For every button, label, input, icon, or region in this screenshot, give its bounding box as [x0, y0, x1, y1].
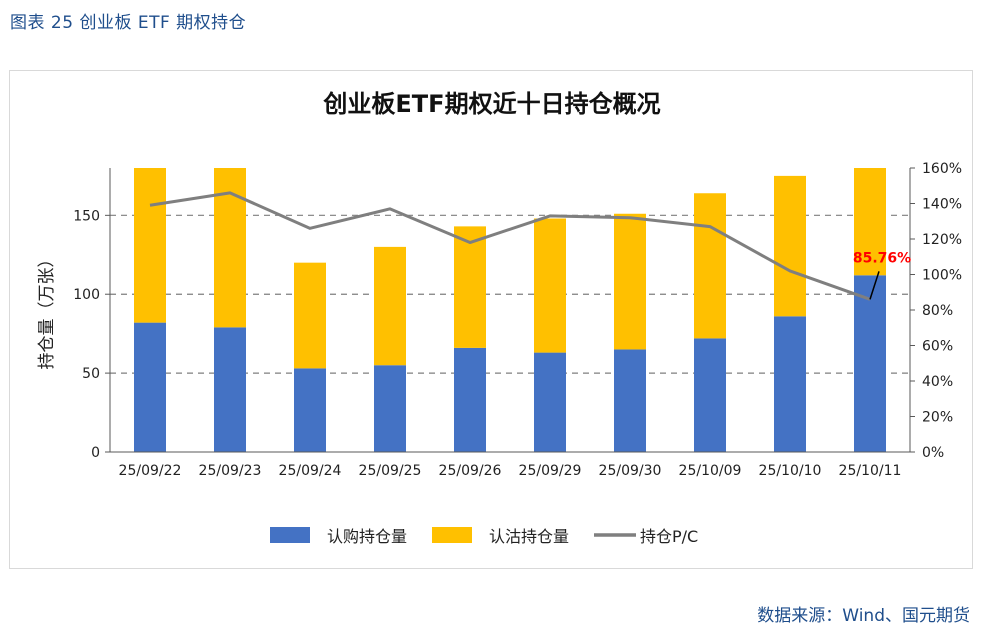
y2-tick-label: 60% — [922, 339, 953, 355]
bar-put — [454, 226, 486, 348]
bar-put — [374, 246, 406, 366]
bar-call — [454, 347, 486, 452]
bar-call — [774, 316, 806, 452]
legend-swatch-put — [432, 527, 472, 543]
bar-call — [374, 365, 406, 452]
x-tick-label: 25/09/24 — [279, 463, 342, 479]
legend-label-pc: 持仓P/C — [640, 527, 698, 546]
x-tick-label: 25/09/25 — [359, 463, 422, 479]
y2-tick-label: 160% — [922, 161, 962, 177]
bar-put — [614, 213, 646, 350]
legend-label-call: 认购持仓量 — [327, 527, 407, 546]
x-tick-label: 25/10/09 — [679, 463, 742, 479]
annotation-label: 85.76% — [853, 250, 911, 266]
y-axis-title: 持仓量（万张） — [37, 251, 57, 370]
y2-tick-label: 20% — [922, 410, 953, 426]
y2-tick-label: 40% — [922, 374, 953, 390]
line-pc-ratio — [149, 191, 871, 301]
x-tick-label: 25/10/11 — [839, 463, 902, 479]
x-tick-label: 25/09/23 — [199, 463, 262, 479]
y2-tick-label: 120% — [922, 232, 962, 248]
y-tick-label: 0 — [91, 445, 100, 461]
bar-call — [694, 338, 726, 452]
source-note: 数据来源：Wind、国元期货 — [757, 606, 970, 626]
bar-call — [214, 327, 246, 452]
y2-tick-label: 80% — [922, 303, 953, 319]
bar-call — [134, 322, 166, 452]
x-tick-label: 25/09/22 — [119, 463, 182, 479]
annotation-leader — [869, 271, 880, 300]
bar-call — [854, 275, 886, 452]
x-tick-label: 25/10/10 — [759, 463, 822, 479]
y2-tick-label: 140% — [922, 197, 962, 213]
bar-put — [694, 193, 726, 339]
x-tick-label: 25/09/30 — [599, 463, 662, 479]
bar-put — [534, 218, 566, 353]
bar-put — [854, 168, 886, 276]
y2-tick-label: 100% — [922, 268, 962, 284]
bar-put — [294, 262, 326, 369]
chart-title: 创业板ETF期权近十日持仓概况 — [323, 90, 661, 118]
figure-title: 图表 25 创业板 ETF 期权持仓 — [10, 13, 247, 33]
y-tick-label: 100 — [73, 287, 100, 303]
x-tick-label: 25/09/26 — [439, 463, 502, 479]
bar-put — [774, 175, 806, 317]
legend-swatch-call — [270, 527, 310, 543]
legend-label-put: 认沽持仓量 — [489, 527, 569, 546]
y-tick-label: 150 — [73, 208, 100, 224]
chart-frame — [9, 70, 973, 569]
y-tick-label: 50 — [82, 366, 100, 382]
bar-call — [614, 349, 646, 452]
x-tick-label: 25/09/29 — [519, 463, 582, 479]
y2-tick-label: 0% — [922, 445, 944, 461]
bar-call — [294, 368, 326, 452]
bar-put — [134, 168, 166, 323]
bar-call — [534, 352, 566, 452]
